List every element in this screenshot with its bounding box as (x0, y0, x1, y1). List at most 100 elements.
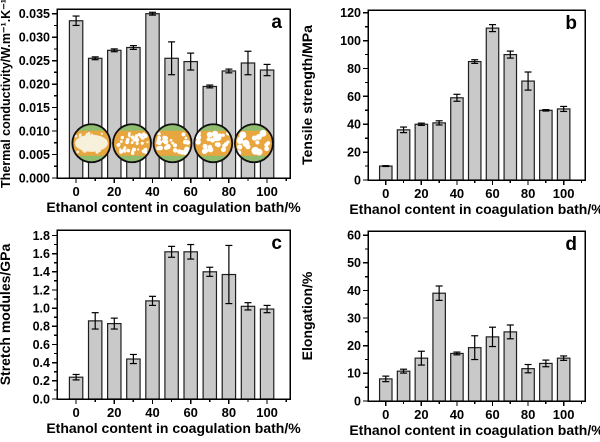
x-tick-label: 40 (450, 407, 464, 422)
panel-d: 0 10 20 30 40 50 60 0 20 40 60 80 100 Ethanol content… (299, 221, 600, 442)
y-tick-label: 20 (347, 339, 361, 353)
x-tick-label: 60 (485, 407, 499, 422)
y-tick-label: 80 (347, 62, 361, 76)
micrograph-inset (194, 124, 233, 163)
bar-b-10 (396, 129, 411, 181)
error-bar-b-30 (435, 120, 443, 126)
bar-a-60 (183, 60, 198, 179)
error-bar-a-0 (72, 15, 80, 27)
y-tick-label: 0.035 (19, 7, 50, 21)
bar-b-100 (556, 108, 571, 181)
y-axis-label: Thermal conductivity/W.m⁻¹.K⁻¹ (0, 0, 13, 188)
x-tick-label: 20 (414, 407, 428, 422)
error-bar-b-100 (560, 105, 568, 113)
panel-a: 0.000 0.005 0.010 0.015 0.020 0.025 0.030 0.035… (0, 0, 301, 221)
y-tick-label: 100 (340, 34, 361, 48)
bar-b-80 (521, 80, 535, 181)
plot-frame (56, 8, 291, 179)
x-tick-label: 60 (183, 184, 197, 199)
tick-labels: 0 20 40 60 80 100 120 0 20 40 60 80 100 (340, 6, 574, 201)
error-bar-d-60 (489, 326, 497, 348)
axis-ticks (52, 13, 287, 183)
bar-c-60 (183, 251, 198, 400)
y-tick-label: 0.2 (33, 374, 50, 388)
error-bar-d-0 (382, 375, 390, 383)
error-bar-c-20 (110, 317, 118, 330)
error-bar-b-50 (471, 59, 479, 64)
plot-frame (56, 229, 291, 400)
y-tick-label: 0.000 (19, 171, 50, 185)
error-bar-c-70 (206, 266, 214, 277)
error-bar-c-90 (244, 302, 252, 311)
y-axis-label: Stretch modules/GPa (0, 243, 13, 385)
y-tick-label: 1.6 (33, 247, 50, 261)
bar-b-0 (378, 165, 393, 181)
x-tick-label: 40 (450, 186, 464, 201)
error-bar-c-40 (148, 295, 156, 307)
x-axis-label: Ethanol content in coagulation bath/% (46, 420, 301, 436)
panel-letter: d (565, 234, 577, 255)
y-tick-label: 1.0 (33, 302, 50, 316)
y-tick-label: 1.4 (33, 265, 50, 279)
y-tick-label: 60 (347, 229, 361, 243)
error-bar-c-30 (129, 353, 137, 365)
error-bar-b-10 (400, 126, 408, 134)
y-tick-label: 0.8 (33, 320, 50, 334)
y-tick-label: 0.015 (19, 101, 50, 115)
plot-frame (367, 230, 586, 402)
y-tick-label: 30 (347, 311, 361, 325)
bar-b-20 (414, 123, 429, 181)
micrograph-inset (153, 124, 192, 163)
chart-thermal-conductivity: 0.000 0.005 0.010 0.015 0.020 0.025 0.030 0.035… (0, 0, 301, 215)
micrograph-ring (234, 123, 274, 164)
bar-a-20 (107, 49, 122, 179)
bar-a-80 (221, 70, 237, 179)
error-bar-a-30 (129, 45, 137, 50)
bar-d-90 (539, 362, 553, 402)
bar-c-20 (107, 322, 122, 400)
error-bar-b-20 (417, 122, 425, 126)
x-tick-label: 80 (521, 186, 535, 201)
axis-ticks (363, 234, 583, 406)
error-bar-d-10 (400, 368, 408, 374)
error-bar-a-70 (206, 84, 214, 89)
bar-c-100 (259, 308, 275, 400)
y-tick-label: 0.020 (19, 77, 50, 91)
error-bar-d-80 (524, 363, 532, 374)
error-bar-c-80 (225, 244, 233, 305)
error-bar-d-30 (435, 285, 443, 301)
panel-letter: a (271, 12, 282, 33)
error-bar-c-50 (168, 245, 176, 258)
y-tick-label: 50 (347, 256, 361, 270)
x-tick-label: 40 (145, 184, 159, 199)
x-tick-label: 60 (485, 186, 499, 201)
panel-b: 0 20 40 60 80 100 120 0 20 40 60 80 100 Ethanol conte… (299, 0, 600, 221)
x-tick-label: 20 (107, 405, 121, 420)
y-tick-label: 0.6 (33, 338, 50, 352)
error-bar-c-0 (72, 373, 80, 381)
bar-c-90 (240, 305, 256, 400)
error-bar-a-20 (110, 48, 118, 53)
y-tick-label: 1.2 (33, 283, 50, 297)
tick-labels: 0.0 0.2 0.4 0.6 0.8 1.0 1.2 1.4 1.6 1.8 0 20 40 60 80 1… (33, 229, 278, 420)
y-tick-label: 60 (347, 90, 361, 104)
error-bar-d-100 (560, 355, 568, 361)
x-tick-label: 100 (553, 186, 575, 201)
y-tick-label: 0 (354, 394, 361, 408)
error-bar-d-70 (506, 324, 514, 340)
error-bar-b-60 (489, 24, 497, 33)
error-bar-d-50 (471, 335, 479, 361)
y-axis-label: Elongation/% (299, 271, 315, 360)
bar-b-50 (467, 60, 482, 181)
error-bar-b-70 (506, 50, 514, 59)
bar-a-100 (259, 69, 275, 179)
bar-d-80 (521, 368, 535, 402)
plot-frame (367, 9, 586, 181)
y-tick-label: 1.8 (33, 229, 50, 243)
x-axis-label: Ethanol content in coagulation bath/% (349, 422, 600, 438)
y-tick-label: 20 (347, 146, 361, 160)
panel-letter: c (271, 233, 282, 254)
y-tick-label: 10 (347, 367, 361, 381)
